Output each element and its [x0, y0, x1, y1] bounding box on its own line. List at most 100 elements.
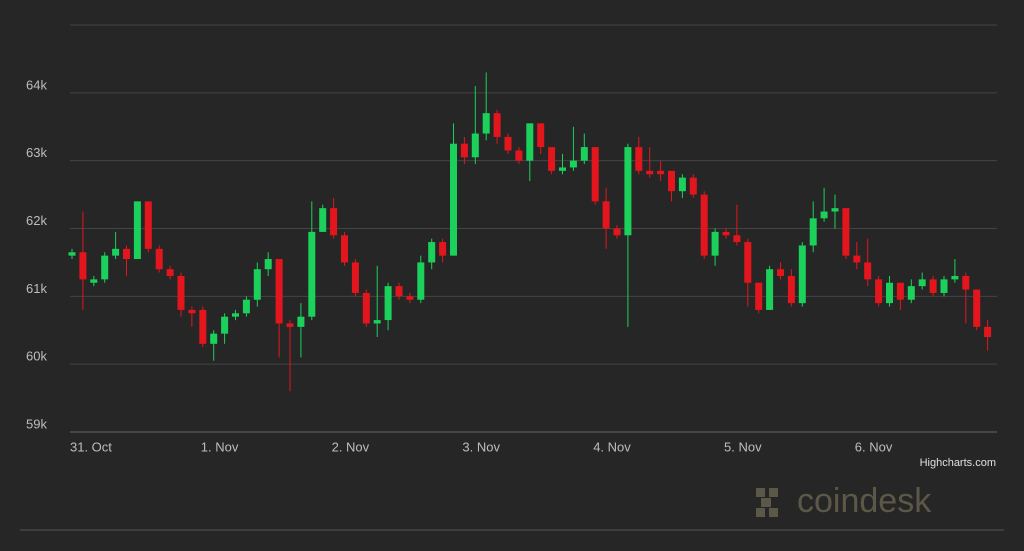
candle-body [602, 201, 610, 229]
candle-body [798, 245, 806, 304]
candle-body [112, 248, 120, 256]
candle-body [199, 309, 207, 344]
candle-body [689, 177, 697, 195]
candle-body [166, 269, 174, 276]
candle-body [678, 177, 686, 192]
candle-body [188, 309, 196, 314]
candle-body [886, 282, 893, 304]
candle-body [210, 333, 218, 344]
candle-body [635, 147, 643, 171]
candle-body [428, 242, 436, 263]
candle-body [809, 218, 817, 246]
y-tick-label: 60k [26, 349, 47, 364]
candle-body [962, 275, 970, 290]
candle-body [395, 286, 403, 297]
candle-body [177, 275, 185, 310]
y-tick-label: 59k [26, 416, 47, 431]
x-tick-label: 31. Oct [70, 439, 112, 454]
candle-body [984, 326, 992, 338]
y-tick-label: 64k [26, 77, 47, 92]
candle-body [657, 170, 665, 175]
candle-body [384, 286, 392, 321]
candle-body [907, 286, 915, 300]
candle-body [929, 279, 937, 293]
candle-body [515, 150, 523, 161]
candle-body [831, 208, 839, 212]
candle-body [123, 248, 130, 260]
candle-body [101, 255, 109, 280]
y-tick-label: 62k [26, 213, 47, 228]
candle-body [286, 323, 294, 327]
candle-body [242, 299, 250, 314]
candle-body [493, 113, 501, 137]
x-tick-label: 4. Nov [593, 439, 631, 454]
candle-body [351, 262, 359, 293]
candle-body [308, 231, 316, 317]
candle-body [144, 201, 152, 249]
candle-body [896, 282, 904, 300]
candle-body [460, 143, 468, 158]
credits: Highcharts.com [920, 457, 996, 469]
candle-body [940, 279, 948, 293]
x-tick-label: 5. Nov [724, 439, 762, 454]
candle-body [624, 147, 632, 236]
candle-body [68, 252, 76, 256]
candle-body [569, 160, 577, 168]
candle-body [918, 279, 926, 287]
y-tick-label: 61k [26, 281, 47, 296]
candle-body [668, 170, 675, 192]
candle-body [90, 279, 98, 283]
candle-body [700, 194, 708, 256]
candle-body [297, 316, 305, 327]
candle-body [504, 136, 512, 151]
candle-body [155, 248, 163, 270]
candle-body [591, 147, 599, 202]
candle-body [439, 242, 447, 256]
candle-body [417, 262, 425, 300]
candle-body [875, 279, 883, 304]
candle-body [548, 147, 556, 171]
candle-body [319, 208, 327, 232]
candle-body [264, 259, 272, 270]
candle-body [253, 269, 261, 300]
candle-body [766, 269, 774, 310]
candle-body [133, 201, 141, 260]
candle-body [580, 147, 588, 161]
candle-body [482, 113, 490, 134]
candle-body [275, 259, 283, 324]
candle-body [221, 316, 229, 334]
candle-body [951, 275, 959, 280]
candle-body [711, 231, 719, 256]
candle-body [330, 208, 338, 236]
candle-body [406, 296, 414, 300]
x-tick-label: 2. Nov [332, 439, 370, 454]
candle-body [777, 269, 784, 276]
candle-body [973, 289, 981, 327]
candle-body [787, 275, 795, 304]
candle-body [722, 231, 730, 236]
candle-body [362, 292, 370, 324]
candle-body [864, 262, 872, 280]
candle-body [744, 242, 752, 283]
candle-body [79, 252, 87, 280]
candle-body [471, 133, 479, 158]
candle-body [646, 170, 654, 175]
candle-body [820, 211, 828, 219]
candle-body [613, 228, 621, 236]
watermark-logo [756, 488, 778, 517]
candle-body [373, 320, 381, 324]
candle-body [559, 167, 566, 171]
watermark: coindesk [797, 482, 932, 520]
candle-body [341, 235, 348, 263]
x-tick-label: 1. Nov [201, 439, 239, 454]
candle-body [733, 235, 741, 243]
candle-body [526, 123, 534, 161]
candle-body [232, 313, 239, 317]
y-tick-label: 63k [26, 145, 47, 160]
x-tick-label: 3. Nov [462, 439, 500, 454]
candle-body [450, 143, 457, 256]
x-tick-label: 6. Nov [855, 439, 893, 454]
candle-body [853, 255, 861, 263]
candle-body [537, 123, 545, 148]
